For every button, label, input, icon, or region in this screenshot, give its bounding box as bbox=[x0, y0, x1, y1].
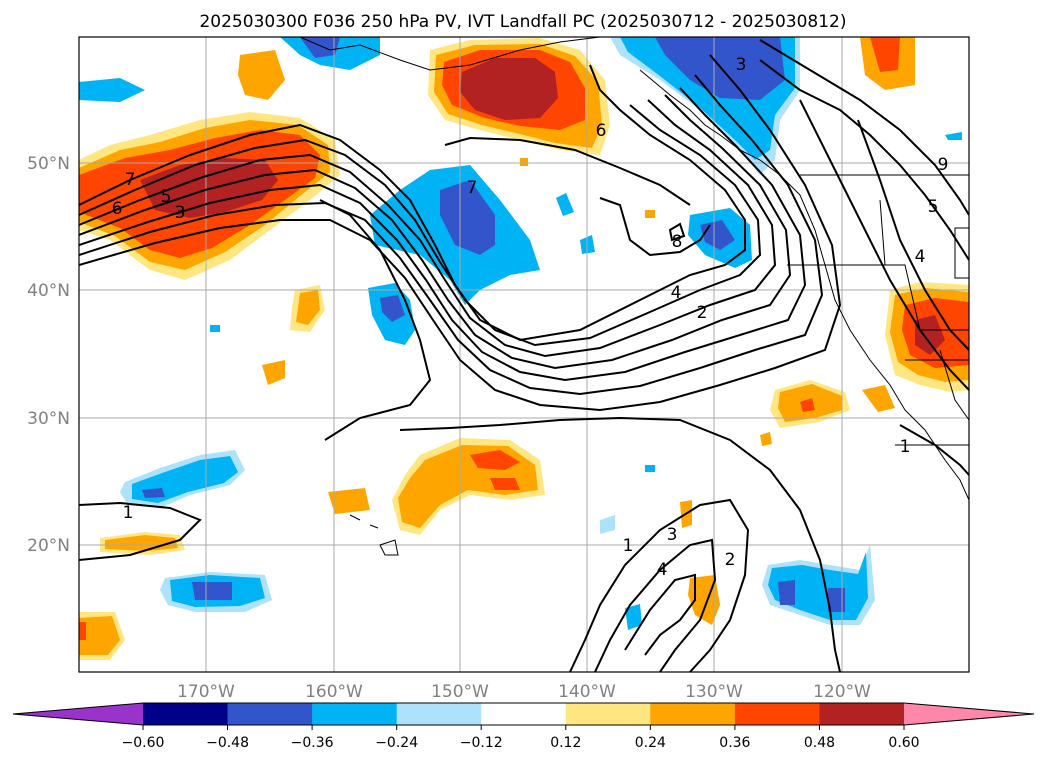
longitude-labels: 170°W 160°W 150°W 140°W 130°W 120°W bbox=[177, 682, 871, 702]
lat-label: 30°N bbox=[27, 409, 70, 429]
colorbar: −0.60 −0.48 −0.36 −0.24 −0.12 0.12 0.24 0.36 0.4… bbox=[12, 702, 1035, 751]
contour-label: 5 bbox=[161, 187, 172, 207]
lon-label: 140°W bbox=[558, 682, 616, 702]
contour-label: 3 bbox=[175, 203, 186, 223]
lat-label: 20°N bbox=[27, 536, 70, 556]
contour-label: 3 bbox=[667, 525, 678, 545]
colorbar-tick-label: −0.24 bbox=[375, 735, 418, 751]
colorbar-tick-label: 0.12 bbox=[550, 735, 581, 751]
colorbar-segment bbox=[565, 703, 651, 725]
pv-positive-northwest bbox=[79, 112, 340, 280]
contour-label: 7 bbox=[467, 178, 478, 198]
colorbar-tick-label: 0.48 bbox=[804, 735, 835, 751]
contour-label: 6 bbox=[112, 199, 123, 219]
colorbar-tick-label: −0.60 bbox=[122, 735, 165, 751]
contour-label: 5 bbox=[928, 197, 939, 217]
pv-negative-central-trough bbox=[370, 165, 540, 305]
lon-label: 150°W bbox=[431, 682, 489, 702]
colorbar-tick-label: −0.12 bbox=[460, 735, 503, 751]
pv-positive-north-central bbox=[428, 38, 610, 155]
colorbar-segment bbox=[819, 703, 905, 725]
map-frame bbox=[78, 36, 970, 673]
colorbar-extend-high bbox=[904, 703, 1034, 725]
colorbar-extend-low bbox=[13, 703, 143, 725]
contour-label: 2 bbox=[725, 550, 736, 570]
contour-label: 2 bbox=[697, 303, 708, 323]
colorbar-tick-label: −0.48 bbox=[206, 735, 249, 751]
contour-labels: 7 5 3 6 7 6 3 8 4 2 9 5 4 1 1 1 3 4 2 bbox=[112, 55, 949, 580]
contour-label: 8 bbox=[672, 232, 683, 252]
lon-label: 170°W bbox=[177, 682, 235, 702]
lon-label: 130°W bbox=[685, 682, 743, 702]
contour-label: 9 bbox=[938, 155, 949, 175]
pv-shading bbox=[79, 37, 969, 660]
contour-label: 3 bbox=[736, 55, 747, 75]
colorbar-ticks: −0.60 −0.48 −0.36 −0.24 −0.12 0.12 0.24 0.36 0.4… bbox=[122, 725, 920, 751]
pv-contours bbox=[79, 39, 969, 672]
contour-label: 7 bbox=[125, 170, 136, 190]
colorbar-tick-label: 0.36 bbox=[719, 735, 750, 751]
contour-label: 1 bbox=[623, 536, 634, 556]
contour-label: 1 bbox=[900, 437, 911, 457]
latitude-labels: 50°N 40°N 30°N 20°N bbox=[27, 154, 70, 556]
map-panel: 7 5 3 6 7 6 3 8 4 2 9 5 4 1 1 1 3 4 2 bbox=[78, 36, 970, 673]
colorbar-segment bbox=[396, 703, 482, 725]
colorbar-segments bbox=[143, 703, 905, 725]
figure-title: 2025030300 F036 250 hPa PV, IVT Landfall… bbox=[199, 12, 846, 32]
pv-positive-subtropics bbox=[392, 438, 545, 535]
contour-label: 6 bbox=[596, 121, 607, 141]
coastlines bbox=[299, 37, 969, 556]
colorbar-segment bbox=[481, 703, 567, 725]
colorbar-segment bbox=[227, 703, 313, 725]
contour-label: 4 bbox=[915, 247, 926, 267]
lon-label: 120°W bbox=[813, 682, 871, 702]
lat-label: 50°N bbox=[27, 154, 70, 174]
contour-label: 4 bbox=[657, 560, 668, 580]
lat-label: 40°N bbox=[27, 281, 70, 301]
colorbar-tick-label: −0.36 bbox=[291, 735, 334, 751]
colorbar-segment bbox=[650, 703, 736, 725]
lon-label: 160°W bbox=[305, 682, 363, 702]
colorbar-segment bbox=[312, 703, 398, 725]
colorbar-tick-label: 0.24 bbox=[635, 735, 666, 751]
colorbar-segment bbox=[734, 703, 820, 725]
contour-label: 4 bbox=[671, 283, 682, 303]
contour-label: 1 bbox=[123, 503, 134, 523]
colorbar-tick-label: 0.60 bbox=[888, 735, 919, 751]
colorbar-segment bbox=[143, 703, 229, 725]
